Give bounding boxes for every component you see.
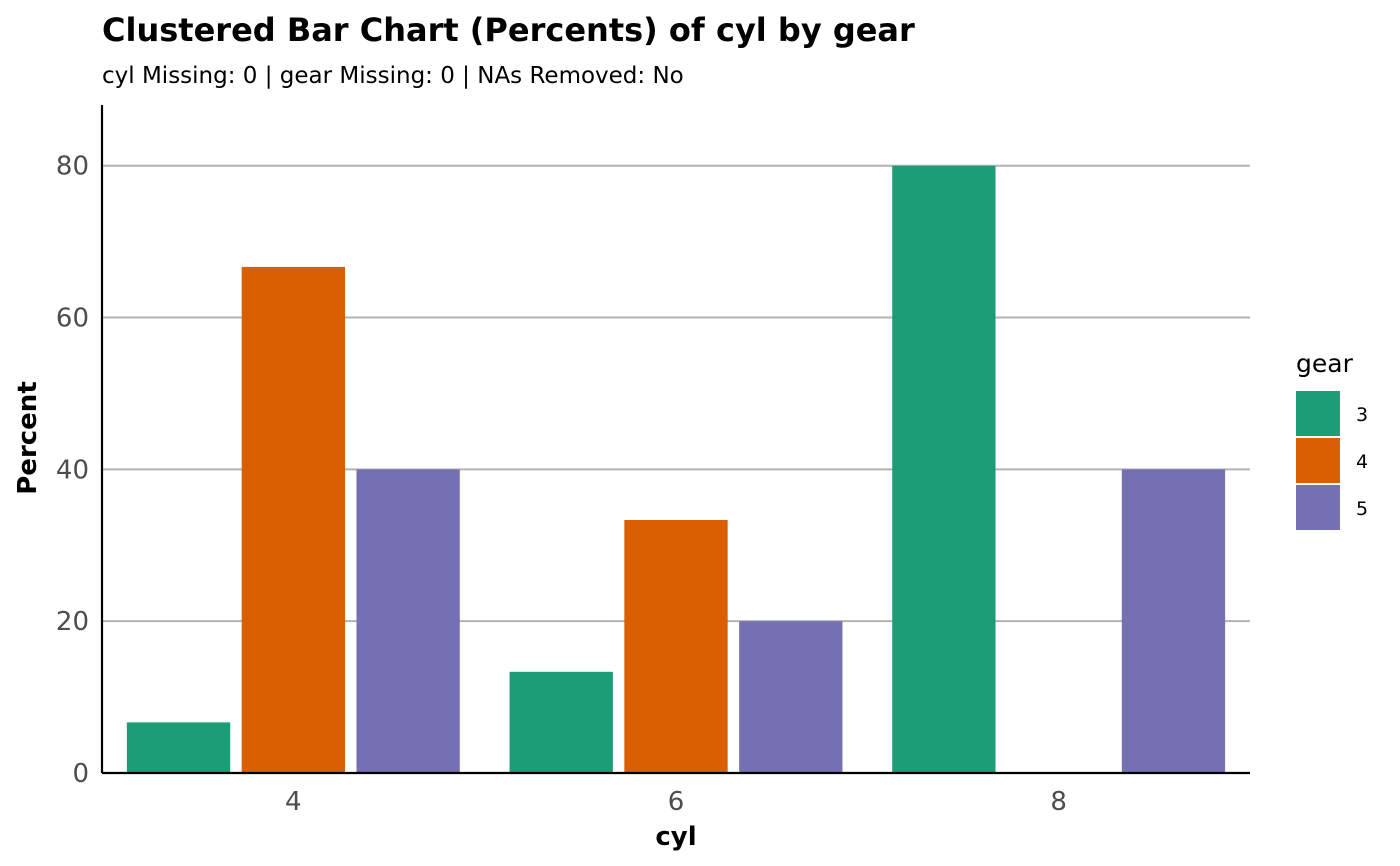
legend-swatch-4: [1296, 438, 1340, 483]
y-axis-title: Percent: [13, 381, 43, 495]
y-tick-label: 20: [56, 607, 89, 637]
y-tick-label: 0: [72, 759, 89, 789]
chart-subtitle: cyl Missing: 0 | gear Missing: 0 | NAs R…: [102, 63, 684, 89]
bar-cyl-4-gear-4: [241, 266, 345, 773]
legend-label-3: 3: [1356, 404, 1368, 426]
y-tick-label: 80: [56, 152, 89, 182]
tick-labels: 0 20 40 60 80 4 6 8: [56, 152, 1067, 817]
chart-title: Clustered Bar Chart (Percents) of cyl by…: [102, 11, 915, 49]
bar-cyl-4-gear-3: [126, 722, 231, 773]
bar-cyl-6-gear-3: [509, 671, 613, 773]
x-tick-label: 8: [1050, 787, 1067, 817]
legend-label-5: 5: [1356, 498, 1368, 520]
bar-cyl-6-gear-4: [624, 519, 728, 773]
bar-cyl-8-gear-3: [892, 165, 996, 773]
legend-swatch-5: [1296, 485, 1340, 530]
bar-cyl-8-gear-5: [1121, 469, 1226, 773]
legend: gear 3 4 5: [1296, 349, 1368, 530]
y-tick-label: 60: [56, 304, 89, 334]
bar-cyl-6-gear-5: [739, 621, 843, 773]
legend-items: 3 4 5: [1296, 391, 1368, 530]
legend-label-4: 4: [1356, 451, 1368, 473]
axes: [100, 105, 1250, 775]
y-tick-label: 40: [56, 455, 89, 485]
bar-cyl-4-gear-5: [356, 469, 460, 773]
legend-title: gear: [1296, 349, 1354, 378]
x-tick-label: 4: [285, 787, 302, 817]
x-tick-label: 6: [668, 787, 685, 817]
bars: [126, 165, 1226, 773]
legend-swatch-3: [1296, 391, 1340, 436]
x-axis-title: cyl: [655, 822, 696, 852]
